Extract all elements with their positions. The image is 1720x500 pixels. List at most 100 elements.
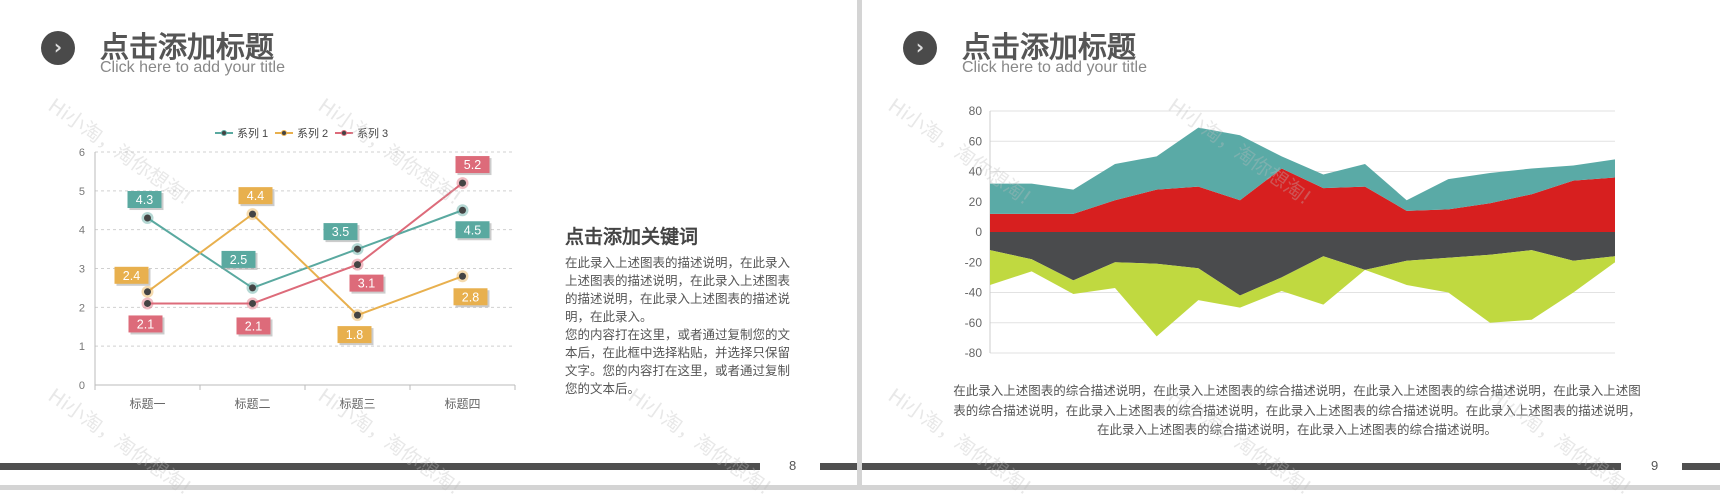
data-point <box>249 284 256 292</box>
description-line: 在此录入上述图表的综合描述说明，在此录入上述图表的综合描述说明，在此录入上述图表… <box>953 383 1641 398</box>
data-point <box>144 288 151 296</box>
data-label: 3.1 <box>358 277 375 291</box>
slide-divider <box>857 0 862 490</box>
keyword-line: 您的文本后。 <box>565 381 641 396</box>
keyword-line: 本后，在此框中选择粘贴，并选择只保留 <box>565 345 791 360</box>
keyword-line: 文字。您的内容打在这里，或者通过复制 <box>565 363 791 378</box>
keyword-line: 上述图表的描述说明，在此录入上述图表 <box>565 273 791 288</box>
description-line: 在此录入上述图表的综合描述说明，在此录入上述图表的综合描述说明。 <box>1096 422 1497 437</box>
data-point <box>249 210 256 218</box>
page-number: 8 <box>789 458 797 473</box>
data-label-box <box>337 326 372 344</box>
slide-title[interactable]: 点击添加标题 <box>100 30 275 64</box>
y-tick-label: 40 <box>969 165 983 179</box>
data-label-box <box>323 223 358 241</box>
data-point <box>144 299 151 307</box>
x-tick-label: 标题一 <box>129 397 165 411</box>
y-tick-label: 6 <box>79 147 85 159</box>
data-label: 2.1 <box>137 317 154 331</box>
x-tick-label: 标题二 <box>234 397 270 411</box>
data-label-box <box>455 221 490 239</box>
footer-bar <box>820 463 857 470</box>
data-point <box>144 214 151 222</box>
data-label-box <box>128 315 163 333</box>
y-tick-label: -60 <box>965 316 983 330</box>
area-series <box>990 168 1615 232</box>
series-line <box>146 209 463 290</box>
data-point <box>354 261 361 269</box>
area-series <box>990 250 1615 337</box>
chevron-right-icon: › <box>903 31 937 65</box>
y-tick-label: 4 <box>79 225 85 237</box>
slide-title[interactable]: 点击添加标题 <box>962 30 1137 64</box>
description-line: 表的综合描述说明，在此录入上述图表的综合描述说明，在此录入上述图表的综合描述说明… <box>953 402 1641 418</box>
y-tick-label: 0 <box>975 225 982 239</box>
y-tick-label: 3 <box>79 264 85 276</box>
chevron-right-icon: › <box>41 31 75 65</box>
data-point <box>354 245 361 253</box>
series-line <box>146 212 463 317</box>
data-label: 2.8 <box>462 290 479 304</box>
keyword-title[interactable]: 点击添加关键词 <box>565 226 699 248</box>
area-series <box>990 232 1615 296</box>
area-series <box>990 127 1615 214</box>
keyword-body[interactable]: 在此录入上述图表的描述说明，在此录入 上述图表的描述说明，在此录入上述图表 的描述说… <box>565 254 805 398</box>
legend-marker <box>221 130 227 136</box>
y-tick-label: -20 <box>965 255 983 269</box>
data-label-box <box>127 191 162 209</box>
y-tick-label: 2 <box>79 302 85 314</box>
footer-bar <box>862 463 1621 470</box>
chart-description[interactable]: 在此录入上述图表的综合描述说明，在此录入上述图表的综合描述说明，在此录入上述图表… <box>947 381 1647 440</box>
data-label: 4.5 <box>464 223 481 237</box>
legend-marker <box>341 130 347 136</box>
y-tick-label: 0 <box>79 380 85 392</box>
data-label: 2.5 <box>230 253 247 267</box>
y-tick-label: -80 <box>965 346 983 360</box>
footer-bar <box>0 463 760 470</box>
data-label-box <box>349 274 384 292</box>
bottom-strip <box>0 485 1720 490</box>
keyword-line: 的描述说明，在此录入上述图表的描述说 <box>565 291 791 306</box>
legend-marker <box>281 130 287 136</box>
data-point <box>249 299 256 307</box>
data-label: 4.3 <box>136 193 153 207</box>
line-chart: 0 1 2 3 4 5 6 标题一 标题二 标题三 标题四 系列 1 系列 2 系列 3 4.3 2.5 3.5… <box>79 126 516 411</box>
legend-label: 系列 2 <box>297 126 328 140</box>
y-tick-label: 80 <box>969 104 983 118</box>
x-tick-label: 标题四 <box>444 397 480 411</box>
y-tick-label: 60 <box>969 134 983 148</box>
keyword-line: 在此录入上述图表的描述说明，在此录入 <box>565 255 791 270</box>
footer-bar <box>1682 463 1720 470</box>
slide-8: › 点击添加标题 Click here to add your title 0 1… <box>0 0 857 485</box>
data-label: 5.2 <box>464 158 481 172</box>
data-label-box <box>236 317 271 335</box>
data-point <box>459 272 466 280</box>
data-label: 1.8 <box>346 328 363 342</box>
page-number: 9 <box>1651 458 1659 473</box>
y-tick-label: -40 <box>965 286 983 300</box>
data-label: 2.1 <box>245 319 262 333</box>
y-tick-label: 5 <box>79 186 85 198</box>
data-label: 4.4 <box>247 189 264 203</box>
data-label: 3.5 <box>332 225 349 239</box>
data-label-box <box>453 288 488 306</box>
data-label-box <box>221 250 256 268</box>
legend-label: 系列 3 <box>357 126 388 140</box>
y-tick-label: 1 <box>79 341 85 353</box>
data-point <box>354 311 361 319</box>
slide-subtitle[interactable]: Click here to add your title <box>100 59 285 76</box>
slide-9: › 点击添加标题 Click here to add your title 80… <box>862 0 1720 485</box>
y-tick-label: 20 <box>969 195 983 209</box>
legend-label: 系列 1 <box>237 126 268 140</box>
data-point <box>459 206 466 214</box>
x-tick-label: 标题三 <box>339 397 375 411</box>
data-label-box <box>114 266 149 284</box>
slide-subtitle[interactable]: Click here to add your title <box>962 59 1147 76</box>
area-chart: 80 60 40 20 0 -20 -40 -60 -80 <box>965 104 1615 360</box>
series-line <box>147 182 464 305</box>
keyword-line: 您的内容打在这里，或者通过复制您的文 <box>565 327 791 342</box>
keyword-line: 明，在此录入。 <box>565 309 653 324</box>
data-point <box>459 179 466 187</box>
data-label-box <box>238 187 273 205</box>
data-label-box <box>455 156 490 174</box>
